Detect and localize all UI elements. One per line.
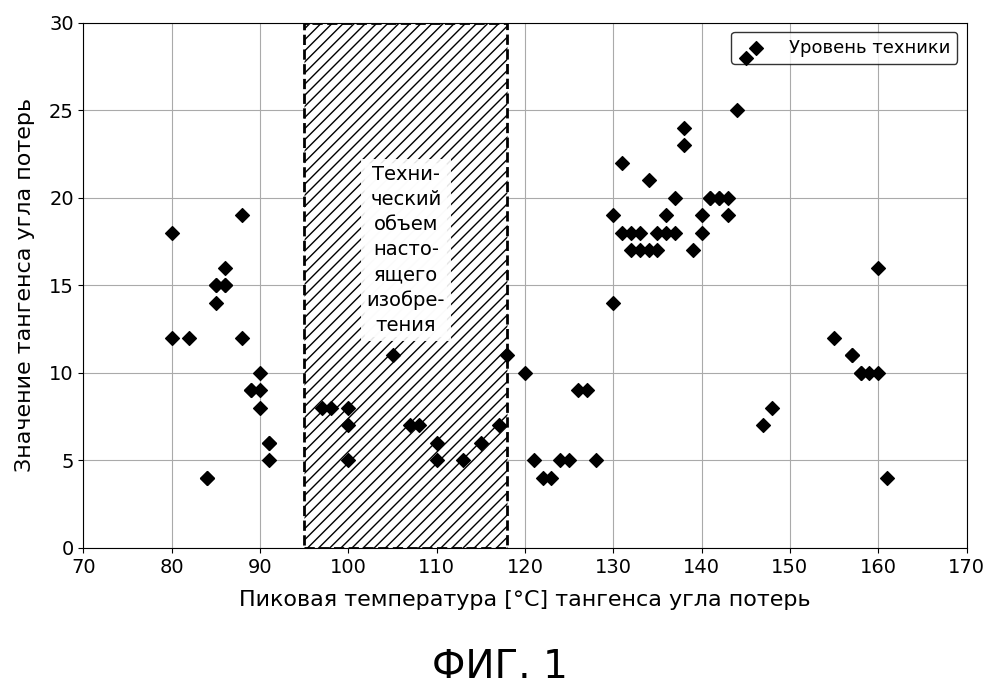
Уровень техники [623, 245, 639, 256]
Уровень техники [641, 245, 657, 256]
Y-axis label: Значение тангенса угла потерь: Значение тангенса угла потерь [15, 98, 35, 473]
Уровень техники [685, 245, 701, 256]
Уровень техники [535, 473, 551, 484]
Уровень техники [844, 350, 860, 361]
Уровень техники [738, 52, 754, 63]
Уровень техники [164, 332, 180, 343]
Bar [304, 22, 507, 548]
Text: Техни-
ческий
объем
насто-
ящего
изобре-
тения: Техни- ческий объем насто- ящего изобре-… [367, 165, 445, 335]
Уровень техники [217, 262, 233, 273]
Уровень техники [252, 367, 268, 378]
Уровень техники [694, 227, 710, 238]
Уровень техники [755, 420, 771, 431]
Уровень техники [552, 455, 568, 466]
Уровень техники [623, 227, 639, 238]
Уровень техники [261, 437, 277, 448]
Уровень техники [429, 455, 445, 466]
Уровень техники [649, 245, 665, 256]
Уровень техники [323, 402, 339, 414]
Уровень техники [605, 297, 621, 309]
Уровень техники [649, 227, 665, 238]
Legend: Уровень техники: Уровень техники [731, 31, 957, 64]
Уровень техники [208, 279, 224, 291]
Уровень техники [217, 279, 233, 291]
Уровень техники [658, 210, 674, 221]
Уровень техники [314, 402, 330, 414]
Text: Техни-
ческий
объем
насто-
ящего
изобре-
тения: Техни- ческий объем насто- ящего изобре-… [367, 165, 445, 335]
Уровень техники [614, 227, 630, 238]
Уровень техники [614, 157, 630, 168]
Уровень техники [853, 367, 869, 378]
Уровень техники [588, 455, 604, 466]
Уровень техники [579, 385, 595, 396]
Уровень техники [340, 455, 356, 466]
Уровень техники [861, 367, 877, 378]
Уровень техники [870, 262, 886, 273]
Уровень техники [234, 332, 250, 343]
Уровень техники [340, 420, 356, 431]
Уровень техники [632, 227, 648, 238]
X-axis label: Пиковая температура [°C] тангенса угла потерь: Пиковая температура [°C] тангенса угла п… [239, 591, 811, 610]
Уровень техники [720, 210, 736, 221]
Уровень техники [570, 385, 586, 396]
Уровень техники [261, 437, 277, 448]
Уровень техники [455, 455, 471, 466]
Уровень техники [879, 473, 895, 484]
Уровень техники [252, 402, 268, 414]
Уровень техники [605, 210, 621, 221]
Уровень техники [870, 367, 886, 378]
Уровень техники [658, 227, 674, 238]
Уровень техники [385, 350, 401, 361]
Уровень техники [561, 455, 577, 466]
Уровень техники [702, 192, 718, 203]
Уровень техники [632, 245, 648, 256]
Уровень техники [711, 192, 727, 203]
Уровень техники [702, 192, 718, 203]
Уровень техники [667, 192, 683, 203]
Уровень техники [181, 332, 197, 343]
Уровень техники [667, 227, 683, 238]
Уровень техники [199, 473, 215, 484]
Уровень техники [234, 210, 250, 221]
Уровень техники [844, 350, 860, 361]
Уровень техники [694, 210, 710, 221]
Уровень техники [853, 367, 869, 378]
Уровень техники [517, 367, 533, 378]
Уровень техники [429, 437, 445, 448]
Уровень техники [543, 473, 559, 484]
Уровень техники [711, 192, 727, 203]
Уровень техники [261, 455, 277, 466]
Уровень техники [243, 385, 259, 396]
Уровень техники [402, 420, 418, 431]
Уровень техники [217, 279, 233, 291]
Уровень техники [208, 279, 224, 291]
Уровень техники [411, 420, 427, 431]
Уровень техники [499, 350, 515, 361]
Уровень техники [473, 437, 489, 448]
Уровень техники [729, 104, 745, 115]
Уровень техники [676, 122, 692, 133]
Уровень техники [199, 473, 215, 484]
Уровень техники [491, 420, 507, 431]
Уровень техники [340, 402, 356, 414]
Уровень техники [764, 402, 780, 414]
Уровень техники [641, 174, 657, 186]
Уровень техники [826, 332, 842, 343]
Уровень техники [252, 385, 268, 396]
Уровень техники [676, 140, 692, 151]
Уровень техники [526, 455, 542, 466]
Text: ФИГ. 1: ФИГ. 1 [432, 648, 568, 686]
Уровень техники [243, 385, 259, 396]
Уровень техники [164, 227, 180, 238]
Уровень техники [720, 192, 736, 203]
Уровень техники [208, 297, 224, 309]
